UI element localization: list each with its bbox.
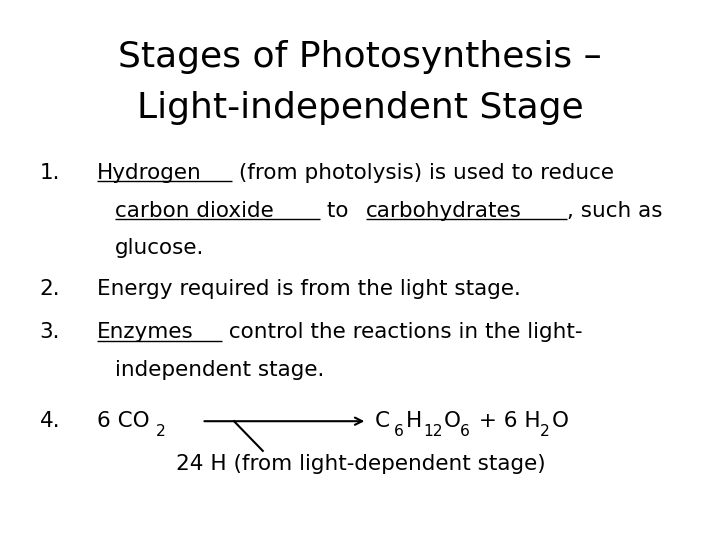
Text: H: H xyxy=(406,411,423,431)
Text: O: O xyxy=(552,411,569,431)
Text: 4.: 4. xyxy=(40,411,60,431)
Text: Hydrogen: Hydrogen xyxy=(97,163,202,183)
Text: 3.: 3. xyxy=(40,322,60,342)
Text: (from photolysis) is used to reduce: (from photolysis) is used to reduce xyxy=(233,163,614,183)
Text: 6 CO: 6 CO xyxy=(97,411,150,431)
Text: + 6 H: + 6 H xyxy=(472,411,541,431)
Text: Enzymes: Enzymes xyxy=(97,322,194,342)
Text: 2.: 2. xyxy=(40,279,60,299)
Text: 2: 2 xyxy=(540,424,550,440)
Text: independent stage.: independent stage. xyxy=(115,360,325,380)
Text: 24 H (from light-dependent stage): 24 H (from light-dependent stage) xyxy=(176,454,546,475)
Text: Energy required is from the light stage.: Energy required is from the light stage. xyxy=(97,279,521,299)
Text: control the reactions in the light-: control the reactions in the light- xyxy=(222,322,582,342)
Text: carbohydrates: carbohydrates xyxy=(366,200,521,221)
Text: , such as: , such as xyxy=(567,200,662,221)
Text: Stages of Photosynthesis –: Stages of Photosynthesis – xyxy=(118,40,602,73)
Text: glucose.: glucose. xyxy=(115,238,204,259)
Text: O: O xyxy=(444,411,461,431)
Text: carbon dioxide: carbon dioxide xyxy=(115,200,274,221)
Text: 1.: 1. xyxy=(40,163,60,183)
Text: 6: 6 xyxy=(460,424,470,440)
Text: 2: 2 xyxy=(156,424,166,440)
Text: 6: 6 xyxy=(394,424,404,440)
Text: 12: 12 xyxy=(423,424,443,440)
Text: C: C xyxy=(374,411,390,431)
Text: to: to xyxy=(320,200,356,221)
Text: Light-independent Stage: Light-independent Stage xyxy=(137,91,583,125)
